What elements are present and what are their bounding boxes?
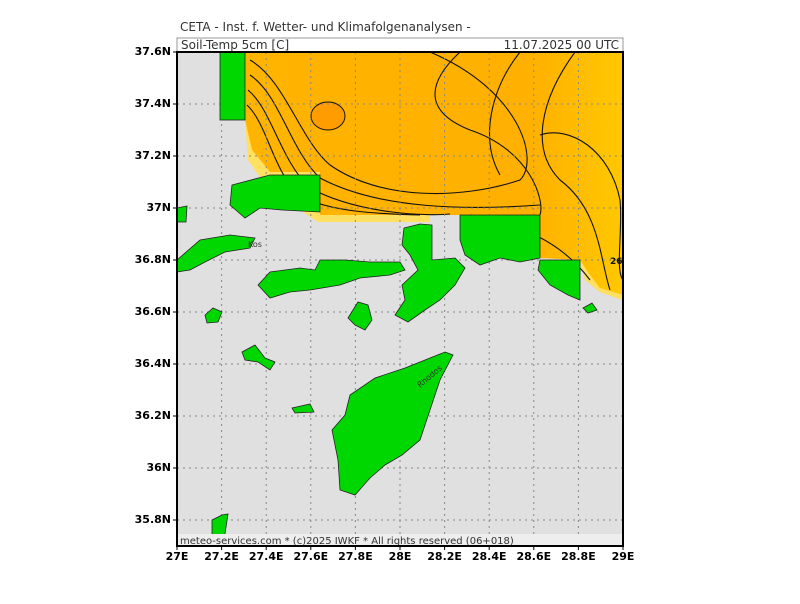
lat-tick-label: 37.6N [135, 45, 171, 58]
lat-tick-label: 37.2N [135, 149, 171, 162]
lon-tick-label: 28.2E [427, 550, 462, 563]
land-cell [219, 52, 246, 121]
lon-tick-label: 28.6E [516, 550, 551, 563]
land [177, 52, 598, 546]
lat-tick-label: 36.4N [135, 357, 171, 370]
island [257, 259, 406, 299]
lon-tick-label: 29E [612, 550, 635, 563]
island [347, 301, 373, 331]
header-title: CETA - Inst. f. Wetter- und Klimafolgena… [180, 20, 471, 34]
header-time: 11.07.2025 00 UTC [504, 38, 619, 52]
island [331, 351, 454, 496]
lon-tick-label: 27E [166, 550, 189, 563]
lat-tick-label: 36.2N [135, 409, 171, 422]
lon-tick-label: 28.8E [561, 550, 596, 563]
plot-area: Kos Rhodos 26 meteo-services.com * (c)20… [177, 52, 623, 547]
lon-tick-label: 27.8E [338, 550, 373, 563]
island [394, 223, 466, 323]
place-label: Kos [248, 240, 262, 249]
island [241, 344, 276, 371]
island [229, 174, 321, 219]
lon-tick-label: 27.4E [249, 550, 284, 563]
lat-tick-label: 36N [146, 461, 171, 474]
island [459, 214, 541, 266]
footer: meteo-services.com * (c)2025 IWKF * All … [180, 536, 514, 547]
lat-tick-label: 36.6N [135, 305, 171, 318]
island [582, 302, 598, 314]
lon-tick-label: 28E [389, 550, 412, 563]
lat-tick-label: 36.8N [135, 253, 171, 266]
lat-tick-label: 37.4N [135, 97, 171, 110]
lon-tick-label: 28.4E [472, 550, 507, 563]
island [177, 205, 188, 223]
island [291, 403, 315, 414]
lat-tick-label: 37N [146, 201, 171, 214]
lon-tick-label: 27.2E [204, 550, 239, 563]
island [177, 234, 256, 273]
header-variable: Soil-Temp 5cm [C] [181, 38, 289, 52]
island [204, 307, 223, 324]
lat-tick-label: 35.8N [135, 513, 171, 526]
warm-band [580, 260, 623, 300]
contour-label: 26 [610, 257, 623, 267]
warm-spot [310, 101, 346, 131]
island [537, 259, 581, 301]
axis-labels: 27E 27.2E 27.4E 27.6E 27.8E 28E 28.2E 28.4E 28.6… [135, 45, 635, 563]
footer-strip [177, 534, 623, 546]
lon-tick-label: 27.6E [293, 550, 328, 563]
